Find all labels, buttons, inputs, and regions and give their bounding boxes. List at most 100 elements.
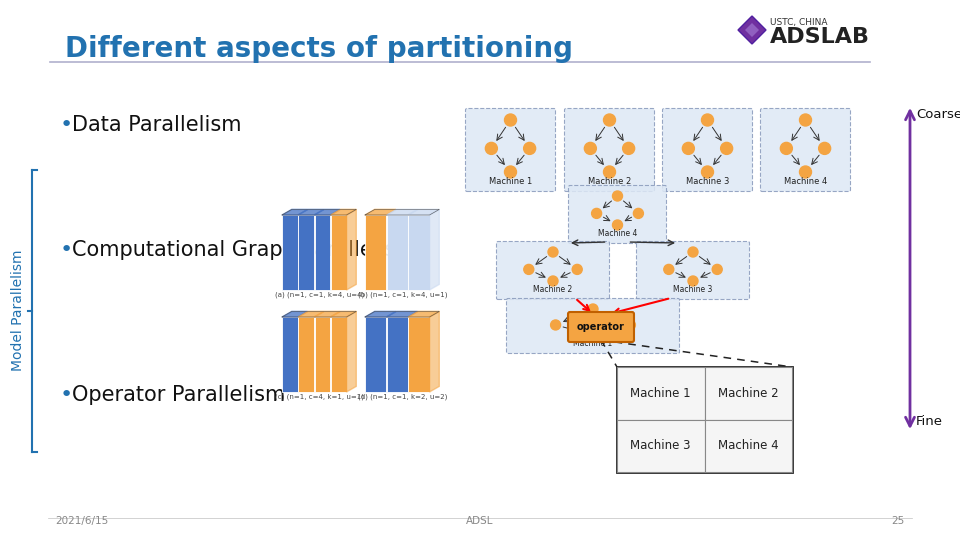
Circle shape	[623, 143, 635, 154]
Text: Machine 1: Machine 1	[573, 339, 612, 348]
FancyBboxPatch shape	[568, 186, 666, 244]
Circle shape	[634, 208, 643, 218]
Bar	[365, 215, 386, 290]
FancyBboxPatch shape	[496, 241, 610, 300]
Circle shape	[588, 304, 598, 314]
Text: •: •	[60, 115, 73, 135]
Text: •: •	[60, 385, 73, 405]
Circle shape	[604, 114, 615, 126]
Polygon shape	[315, 210, 340, 215]
Circle shape	[819, 143, 830, 154]
Polygon shape	[429, 312, 440, 392]
Circle shape	[588, 330, 598, 340]
Bar	[315, 317, 330, 392]
Polygon shape	[331, 312, 356, 317]
Circle shape	[548, 276, 558, 286]
Circle shape	[604, 166, 615, 178]
Text: (b) (n=1, c=1, k=4, u=1): (b) (n=1, c=1, k=4, u=1)	[358, 292, 447, 299]
Text: Computational Graph Parallelism: Computational Graph Parallelism	[72, 240, 416, 260]
Text: ADSLAB: ADSLAB	[770, 27, 870, 47]
Polygon shape	[299, 312, 324, 317]
Polygon shape	[347, 210, 356, 290]
Bar	[617, 367, 792, 472]
Text: Different aspects of partitioning: Different aspects of partitioning	[65, 35, 573, 63]
Circle shape	[800, 114, 811, 126]
FancyBboxPatch shape	[507, 299, 680, 354]
Bar	[408, 215, 429, 290]
FancyBboxPatch shape	[760, 109, 851, 192]
Text: Operator Parallelism: Operator Parallelism	[72, 385, 285, 405]
Circle shape	[572, 265, 582, 274]
Circle shape	[702, 114, 713, 126]
Circle shape	[524, 265, 534, 274]
Text: Machine 2: Machine 2	[534, 285, 572, 294]
Polygon shape	[282, 312, 307, 317]
Bar	[282, 317, 298, 392]
Bar	[408, 317, 429, 392]
FancyBboxPatch shape	[568, 312, 634, 342]
Circle shape	[712, 265, 722, 274]
Text: Machine 3: Machine 3	[673, 285, 712, 294]
Bar	[617, 420, 705, 472]
Bar	[387, 317, 408, 392]
Bar	[331, 215, 347, 290]
Text: Machine 4: Machine 4	[784, 177, 828, 186]
Polygon shape	[315, 312, 340, 317]
Circle shape	[683, 143, 694, 154]
Circle shape	[780, 143, 792, 154]
Circle shape	[505, 114, 516, 126]
Text: Machine 2: Machine 2	[588, 177, 631, 186]
Circle shape	[551, 320, 561, 330]
Text: (a) (n=1, c=1, k=4, u=4): (a) (n=1, c=1, k=4, u=4)	[275, 292, 364, 299]
Circle shape	[625, 320, 636, 330]
Polygon shape	[347, 312, 356, 392]
Text: Machine 1: Machine 1	[631, 387, 691, 400]
Polygon shape	[387, 312, 418, 317]
Text: operator: operator	[577, 322, 625, 332]
Bar	[705, 367, 792, 420]
Bar	[617, 367, 705, 420]
Text: Machine 2: Machine 2	[718, 387, 779, 400]
Polygon shape	[331, 210, 356, 215]
Circle shape	[612, 191, 622, 201]
Polygon shape	[299, 210, 324, 215]
Circle shape	[612, 220, 622, 230]
Bar	[315, 215, 330, 290]
Text: •: •	[60, 240, 73, 260]
Text: (d) (n=1, c=1, k=2, u=2): (d) (n=1, c=1, k=2, u=2)	[358, 394, 447, 401]
Circle shape	[800, 166, 811, 178]
Text: Machine 3: Machine 3	[631, 439, 691, 453]
Text: 2021/6/15: 2021/6/15	[55, 516, 108, 526]
Circle shape	[702, 166, 713, 178]
Polygon shape	[745, 23, 759, 37]
Polygon shape	[408, 312, 440, 317]
Polygon shape	[282, 210, 307, 215]
Bar	[282, 215, 298, 290]
Polygon shape	[408, 210, 440, 215]
FancyBboxPatch shape	[662, 109, 753, 192]
Circle shape	[523, 143, 536, 154]
Polygon shape	[387, 210, 418, 215]
Circle shape	[505, 166, 516, 178]
Circle shape	[585, 143, 596, 154]
Bar	[705, 420, 792, 472]
Text: Coarse: Coarse	[916, 108, 960, 121]
FancyBboxPatch shape	[564, 109, 655, 192]
Bar	[387, 215, 408, 290]
Text: 25: 25	[892, 516, 905, 526]
Text: USTC, CHINA: USTC, CHINA	[770, 18, 828, 27]
Text: Fine: Fine	[916, 415, 943, 428]
Circle shape	[548, 247, 558, 257]
Bar	[331, 317, 347, 392]
Polygon shape	[738, 16, 766, 44]
Circle shape	[721, 143, 732, 154]
Bar	[299, 215, 314, 290]
Polygon shape	[365, 210, 396, 215]
Polygon shape	[429, 210, 440, 290]
Text: Model Parallelism: Model Parallelism	[11, 249, 25, 371]
FancyBboxPatch shape	[466, 109, 556, 192]
Text: ADSL: ADSL	[467, 516, 493, 526]
Bar	[299, 317, 314, 392]
Bar	[365, 317, 386, 392]
Text: Machine 3: Machine 3	[685, 177, 730, 186]
